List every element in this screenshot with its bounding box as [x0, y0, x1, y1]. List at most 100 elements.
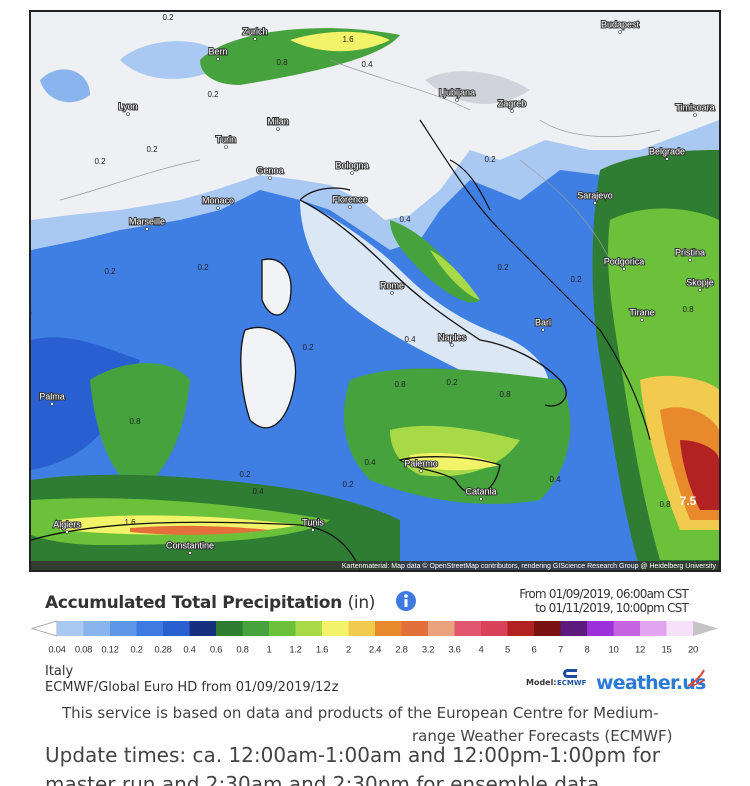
city-dot: [665, 157, 669, 161]
model-label: Model:: [526, 678, 557, 687]
contour-label: 0.2: [342, 480, 354, 489]
scale-label: 0.4: [183, 645, 195, 656]
scale-swatch: [666, 621, 694, 636]
scale-swatch: [189, 621, 217, 636]
contour-label: 0.2: [570, 275, 582, 284]
scale-label: 0.6: [210, 645, 222, 656]
city-label: Naples: [438, 332, 467, 342]
contour-label: 0.4: [252, 487, 264, 496]
scale-label: 2.8: [395, 645, 407, 656]
legend-unit: (in): [347, 593, 376, 613]
scale-swatch: [163, 621, 190, 636]
city-dot: [253, 37, 257, 41]
scale-label: 3.2: [422, 645, 434, 656]
contour-label: 0.2: [446, 378, 458, 387]
scale-swatch: [560, 621, 588, 636]
scale-label: 8: [585, 645, 590, 656]
city-dot: [419, 469, 423, 473]
forecast-info: Italy ECMWF/Global Euro HD from 01/09/201…: [45, 664, 338, 696]
city-label: Skopje: [686, 277, 714, 287]
scale-swatch: [136, 621, 164, 636]
city-dot: [224, 145, 228, 149]
city-label: Tunis: [302, 517, 324, 527]
scale-label: 7: [558, 645, 563, 656]
city-dot: [510, 109, 514, 113]
city-dot: [618, 30, 622, 34]
contour-label: 0.4: [404, 335, 416, 344]
city-label: Tirane: [629, 307, 654, 317]
scale-label: 1.6: [316, 645, 328, 656]
map-field: Zurich Bern Budapest Ljubljana Zagreb Timisoa…: [0, 12, 719, 570]
contour-label: 0.2: [162, 13, 174, 22]
city-dot: [9, 317, 12, 320]
scale-swatch: [507, 621, 535, 636]
contour-label: 0.2: [302, 343, 314, 352]
scale-over-arrow: [693, 621, 718, 636]
city-dot: [479, 497, 483, 501]
ecmwf-icon: [563, 669, 577, 678]
city-label: Timisoara: [675, 102, 714, 112]
brand-logo[interactable]: weather.us: [596, 672, 706, 694]
scale-label: 10: [609, 645, 619, 656]
scale-label: 15: [662, 645, 672, 656]
scale-label: 1: [267, 645, 272, 656]
city-label: Rome: [380, 280, 404, 290]
color-scale: 0.04 0.08 0.12 0.2 0.28 0.4 0.6 0.8 1 1.2 1.6 2 2.4 2…: [30, 620, 718, 656]
scale-label: 5: [505, 645, 510, 656]
city-dot: [311, 528, 315, 532]
city-label: Genoa: [256, 165, 283, 175]
scale-label: 2.4: [369, 645, 381, 656]
map-attribution: Kartenmaterial: Map data © OpenStreetMap…: [342, 562, 717, 570]
contour-label: 0.2: [197, 263, 209, 272]
scale-swatch: [83, 621, 111, 636]
city-dot: [541, 328, 545, 332]
scale-swatch: [242, 621, 270, 636]
city-label: Lyon: [118, 101, 137, 111]
update-line-1: Update times: ca. 12:00am-1:00am and 12:…: [45, 743, 661, 767]
contour-label: 0.8: [129, 417, 141, 426]
scale-label: 12: [635, 645, 645, 656]
scale-swatch: [428, 621, 455, 636]
contour-label: 0.8: [276, 58, 288, 67]
city-label: Barcelona: [0, 305, 30, 315]
scale-label: 0.8: [236, 645, 248, 656]
city-dot: [216, 57, 220, 61]
city-label: Ljubljana: [439, 87, 475, 97]
info-icon[interactable]: [395, 590, 417, 612]
city-labels: Zurich Bern Budapest Ljubljana Zagreb Timisoa…: [0, 18, 716, 555]
city-dot: [688, 258, 692, 262]
scale-swatch: [481, 621, 508, 636]
period-from: From 01/09/2019, 06:00am CST: [519, 587, 689, 601]
city-label: Florence: [332, 194, 367, 204]
scale-swatch: [269, 621, 296, 636]
map-frame: [29, 10, 721, 572]
city-dot: [65, 530, 69, 534]
scale-label: 20: [688, 645, 698, 656]
city-dot: [268, 176, 272, 180]
city-label: Algiers: [53, 519, 81, 529]
contour-label: 0.4: [364, 458, 376, 467]
contour-label: 7.5: [680, 494, 697, 508]
city-label: Budapest: [601, 19, 640, 29]
scale-label: 6: [532, 645, 537, 656]
city-label: Palma: [39, 391, 65, 401]
contour-label: 0.4: [361, 60, 373, 69]
city-label: Milan: [267, 116, 289, 126]
city-label: Bern: [208, 46, 227, 56]
city-label: Monaco: [202, 195, 234, 205]
scale-swatch: [587, 621, 614, 636]
scale-label: 0.08: [75, 645, 92, 656]
contour-label: 0.2: [207, 90, 219, 99]
contour-label: 0.2: [497, 263, 509, 272]
contour-labels: 0.20.20.81.60.40.20.20.2 0.20.20.40.20.80…: [94, 13, 696, 527]
contour-label: 0.8: [499, 390, 511, 399]
scale-swatch: [295, 621, 323, 636]
scale-swatch: [534, 621, 561, 636]
notice-line-2: range Weather Forecasts (ECMWF): [412, 727, 673, 745]
contour-label: 0.4: [549, 475, 561, 484]
city-dot: [455, 98, 459, 102]
contour-label: 0.2: [484, 155, 496, 164]
region: Italy: [45, 664, 74, 679]
scale-label: 3.6: [448, 645, 460, 656]
